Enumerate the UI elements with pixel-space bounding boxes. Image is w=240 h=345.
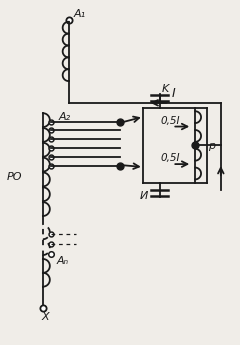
Text: I: I: [171, 87, 175, 100]
Text: K: K: [162, 84, 169, 94]
Text: Aₙ: Aₙ: [57, 256, 69, 266]
Text: A₂: A₂: [59, 112, 71, 122]
Text: И: И: [140, 191, 148, 201]
Text: X: X: [41, 312, 49, 322]
Text: 0,5I: 0,5I: [161, 116, 180, 126]
Text: A₁: A₁: [73, 9, 86, 19]
Text: p: p: [208, 141, 215, 151]
Text: 0,5I: 0,5I: [161, 153, 180, 163]
Text: PO: PO: [6, 172, 22, 182]
